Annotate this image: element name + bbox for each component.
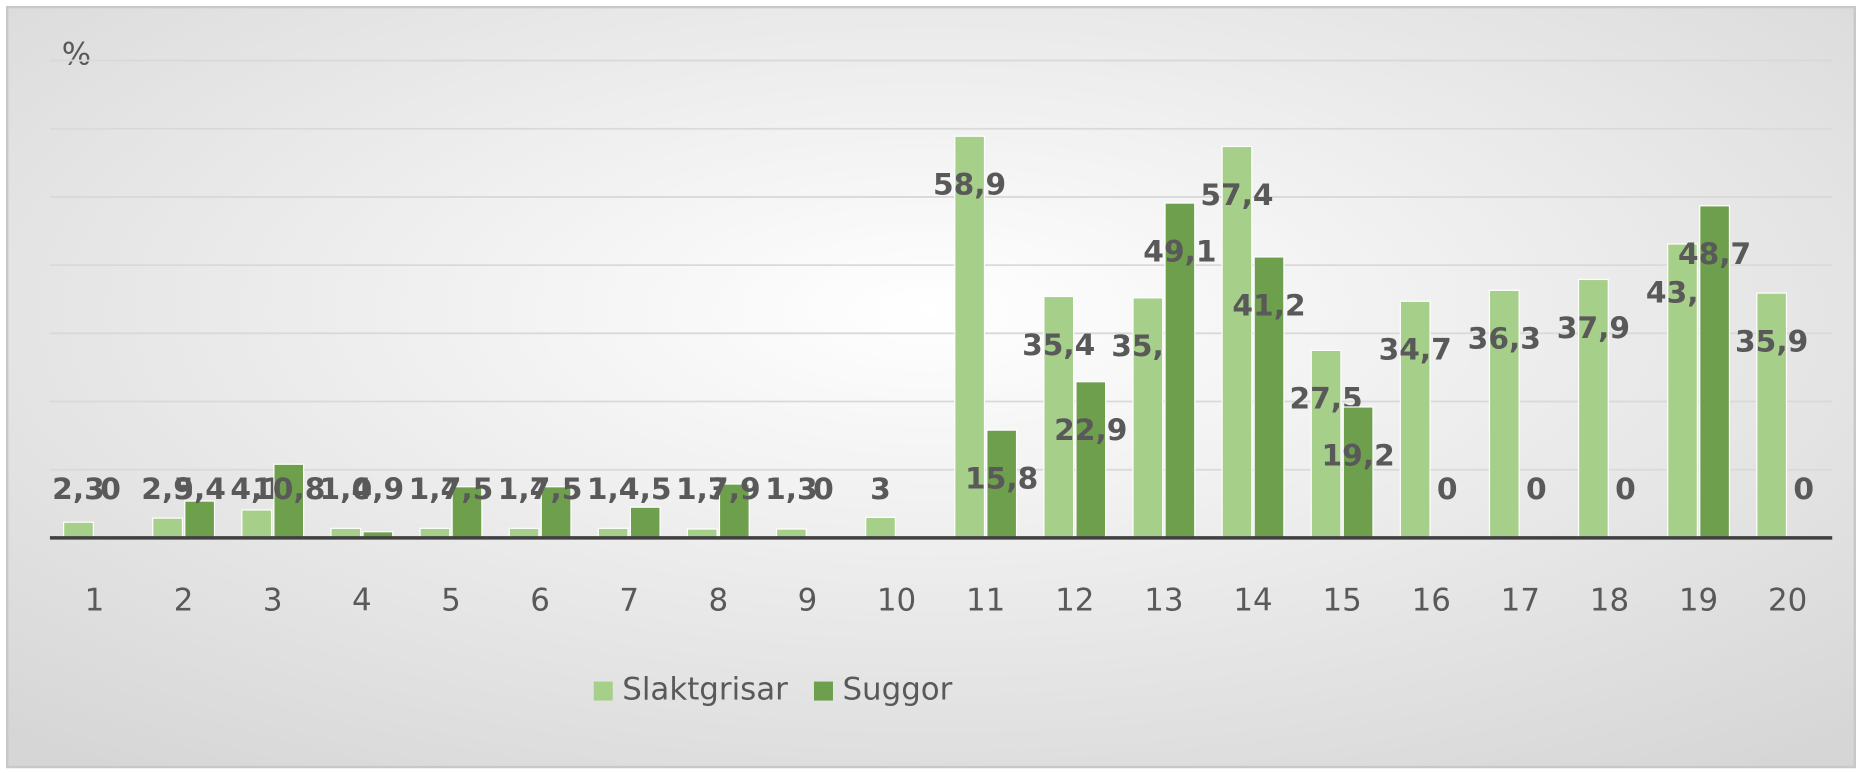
data-label: 0,9 bbox=[352, 471, 405, 506]
x-tick-label: 11 bbox=[966, 583, 1005, 619]
x-tick-label: 1 bbox=[85, 583, 105, 619]
data-label: 0 bbox=[1615, 471, 1636, 506]
data-label: 0 bbox=[813, 471, 834, 506]
data-label: 1,4 bbox=[587, 471, 640, 506]
data-label: 57,4 bbox=[1200, 177, 1273, 212]
bar bbox=[63, 521, 94, 539]
bar bbox=[1577, 278, 1609, 539]
x-tick-label: 7 bbox=[619, 583, 639, 619]
bar bbox=[1253, 256, 1285, 539]
data-label: 2,9 bbox=[141, 471, 194, 506]
data-label: 0 bbox=[100, 471, 121, 506]
x-tick-label: 6 bbox=[530, 583, 550, 619]
x-tick-label: 8 bbox=[708, 583, 728, 619]
legend-swatch bbox=[813, 681, 833, 701]
x-tick-label: 5 bbox=[441, 583, 461, 619]
data-label: 58,9 bbox=[933, 167, 1006, 202]
data-label: 19,2 bbox=[1322, 437, 1395, 472]
x-tick-label: 12 bbox=[1055, 583, 1094, 619]
bar bbox=[1699, 205, 1731, 539]
data-label: 2,3 bbox=[52, 471, 105, 506]
x-tick-label: 9 bbox=[798, 583, 818, 619]
data-label: 35,9 bbox=[1735, 323, 1808, 358]
bar bbox=[1399, 300, 1431, 539]
bar bbox=[540, 486, 572, 539]
bar bbox=[184, 500, 216, 539]
bar bbox=[1488, 289, 1520, 539]
x-tick-label: 15 bbox=[1322, 583, 1361, 619]
x-tick-label: 2 bbox=[174, 583, 194, 619]
bar bbox=[1310, 349, 1342, 539]
data-label: 1,3 bbox=[765, 471, 818, 506]
x-tick-label: 10 bbox=[877, 583, 916, 619]
data-label: 37,9 bbox=[1557, 310, 1630, 345]
data-label: 10,8 bbox=[252, 471, 325, 506]
data-label: 0 bbox=[1437, 471, 1458, 506]
data-label: 4,5 bbox=[619, 471, 672, 506]
x-tick-label: 17 bbox=[1501, 583, 1540, 619]
bar bbox=[1667, 243, 1698, 539]
x-tick-label: 19 bbox=[1679, 583, 1718, 619]
x-tick-label: 20 bbox=[1768, 583, 1807, 619]
x-tick-label: 13 bbox=[1144, 583, 1183, 619]
bar bbox=[1221, 145, 1253, 539]
legend-label: Slaktgrisar bbox=[622, 672, 788, 708]
bar bbox=[1132, 297, 1164, 539]
data-label: 36,3 bbox=[1468, 321, 1541, 356]
bar bbox=[241, 509, 273, 539]
bar bbox=[1164, 202, 1196, 539]
bar bbox=[629, 506, 661, 539]
data-label: 41,2 bbox=[1232, 287, 1305, 322]
bar bbox=[1075, 381, 1107, 539]
data-label: 35,4 bbox=[1022, 327, 1095, 362]
data-label: 3 bbox=[870, 471, 891, 506]
bar bbox=[865, 516, 896, 539]
bar bbox=[718, 483, 750, 539]
legend-swatch bbox=[593, 681, 613, 701]
data-label: 0 bbox=[1793, 471, 1814, 506]
x-tick-label: 16 bbox=[1412, 583, 1451, 619]
data-label: 48,7 bbox=[1678, 236, 1751, 271]
bar bbox=[1342, 406, 1374, 539]
data-label: 7,5 bbox=[441, 471, 494, 506]
x-tick-label: 4 bbox=[352, 583, 372, 619]
data-label: 22,9 bbox=[1054, 412, 1127, 447]
data-label: 49,1 bbox=[1143, 233, 1216, 268]
data-label: 7,5 bbox=[530, 471, 583, 506]
data-label: 34,7 bbox=[1379, 332, 1452, 367]
chart-background bbox=[6, 5, 1856, 769]
data-label: 1,4 bbox=[320, 471, 373, 506]
bar bbox=[1043, 295, 1075, 539]
bar bbox=[1756, 292, 1788, 539]
legend-label: Suggor bbox=[842, 672, 952, 708]
y-axis-label: % bbox=[62, 36, 91, 72]
bar bbox=[152, 517, 184, 539]
x-tick-label: 18 bbox=[1590, 583, 1629, 619]
x-tick-label: 14 bbox=[1233, 583, 1272, 619]
bar bbox=[954, 135, 986, 539]
bar bbox=[986, 429, 1018, 539]
x-tick-label: 3 bbox=[263, 583, 283, 619]
data-label: 0 bbox=[1526, 471, 1547, 506]
data-label: 7,9 bbox=[708, 471, 761, 506]
bar bbox=[273, 463, 305, 539]
data-label: 15,8 bbox=[965, 461, 1038, 496]
data-label: 5,4 bbox=[173, 471, 226, 506]
